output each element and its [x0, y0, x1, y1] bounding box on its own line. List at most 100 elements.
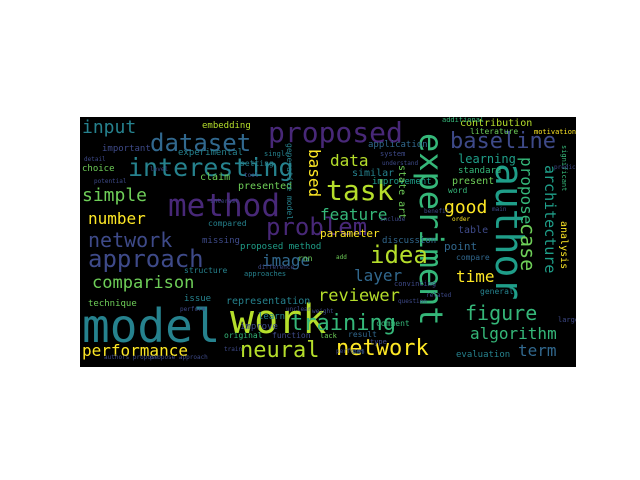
word-claim: claim [200, 172, 231, 183]
word-system: system [380, 150, 406, 158]
word-time: time [456, 267, 495, 286]
word-good: good [444, 197, 488, 218]
word-proposed-method: proposed method [240, 242, 322, 252]
word-word: word [448, 186, 468, 195]
word-work: work [230, 297, 327, 343]
word-generative-model: generative model [285, 143, 294, 221]
word-network: network [336, 336, 429, 361]
word-choice: choice [82, 164, 115, 174]
word-missing: missing [202, 236, 240, 246]
word-based: based [305, 149, 324, 198]
word-convincing: convincing [394, 280, 437, 288]
word-number: number [88, 209, 146, 228]
word-proposed: proposed [268, 117, 403, 149]
word-interesting: interesting [128, 153, 294, 182]
word-propose: propose [517, 157, 536, 225]
word-layer: layer [354, 266, 403, 285]
word-experiment: experiment [412, 133, 450, 326]
word-level: level [150, 166, 169, 173]
word-rnn: rnn [298, 254, 313, 263]
word-dataset: dataset [150, 129, 252, 157]
word-standard: standard [458, 166, 502, 176]
word-prediction: prediction [554, 164, 576, 171]
word-training: training [290, 311, 396, 336]
word-representation: representation [226, 296, 311, 307]
word-data: data [330, 151, 369, 170]
word-type: type [370, 338, 387, 346]
word-literature: literature [470, 127, 519, 136]
word-experimental: experimental [178, 148, 244, 158]
word-model: model [82, 299, 221, 353]
word-lack: lack [320, 332, 337, 340]
word-neural: neural [240, 338, 320, 363]
word-discussion: discussion [382, 236, 437, 246]
word-add: add [336, 254, 347, 261]
word-input: input [82, 117, 137, 138]
word-present: present [452, 176, 495, 187]
word-approach: approach [88, 245, 204, 273]
word-idea: idea [370, 241, 428, 269]
word-result: result [348, 330, 377, 339]
word-related: related [426, 292, 452, 299]
word-technique: technique [88, 299, 137, 309]
word-issue: issue [184, 294, 212, 304]
word-perform: perform [180, 306, 206, 313]
word-setting: setting [240, 159, 274, 168]
word-detail: detail [84, 156, 106, 163]
word-tool: tool [244, 172, 259, 179]
word-evaluation: evaluation [456, 350, 511, 360]
word-approaches: approaches [244, 270, 287, 278]
word-task: task [326, 174, 394, 207]
word-understand: understand [382, 160, 419, 167]
word-application: application [368, 140, 428, 150]
word-compared: compared [208, 219, 247, 228]
word-potential: potential [94, 178, 127, 185]
word-important: important [102, 144, 151, 154]
word-image: image [262, 251, 311, 270]
word-function: function [272, 331, 311, 340]
word-main: main [492, 206, 507, 213]
word-authors-propose: authors propose [104, 354, 159, 361]
word-propose-approach: propose approach [150, 354, 208, 361]
word-comment: comment [376, 319, 410, 328]
word-train: train [224, 346, 243, 353]
word-baseline: baseline [450, 129, 556, 154]
word-learning: learning [458, 152, 516, 166]
word-additional: additional [442, 117, 485, 124]
word-point: point [444, 240, 478, 253]
word-compare: compare [456, 253, 490, 262]
word-similar: similar [352, 168, 395, 179]
word-order: order [452, 216, 471, 223]
word-reviewer: reviewer [318, 286, 400, 306]
word-weight: weight [312, 308, 334, 315]
word-presented: presented [238, 181, 293, 192]
word-cloud: model work experiment author method prop… [80, 117, 576, 367]
word-comparison: comparison [92, 273, 195, 293]
word-analysis: analysis [558, 221, 569, 270]
word-general: general [480, 287, 514, 296]
word-table: table [458, 225, 489, 236]
word-single: single [264, 150, 290, 158]
word-learn: learn [258, 312, 286, 322]
word-feature: feature [320, 205, 388, 224]
word-simple: simple [82, 185, 148, 206]
word-performs: performs [336, 348, 365, 355]
word-author: author [487, 163, 531, 301]
word-benefit: benefit [424, 208, 450, 215]
word-state-art: state art [396, 165, 407, 220]
word-question: question [398, 298, 427, 305]
word-structure: structure [184, 266, 228, 275]
word-embedding: embedding [202, 121, 251, 131]
word-unclear: unclear [286, 306, 312, 313]
word-architecture: architecture [541, 165, 559, 274]
word-problem: problem [266, 213, 368, 241]
word-term: term [518, 341, 557, 360]
word-motivation: motivation [534, 128, 576, 136]
word-large: large [558, 316, 576, 324]
word-include: include [380, 216, 406, 223]
word-method: method [168, 188, 280, 224]
word-set: set [352, 348, 365, 356]
word-improvement: improvement [372, 177, 432, 187]
word-improve: improve [240, 322, 278, 332]
word-significant: significant [560, 145, 568, 192]
